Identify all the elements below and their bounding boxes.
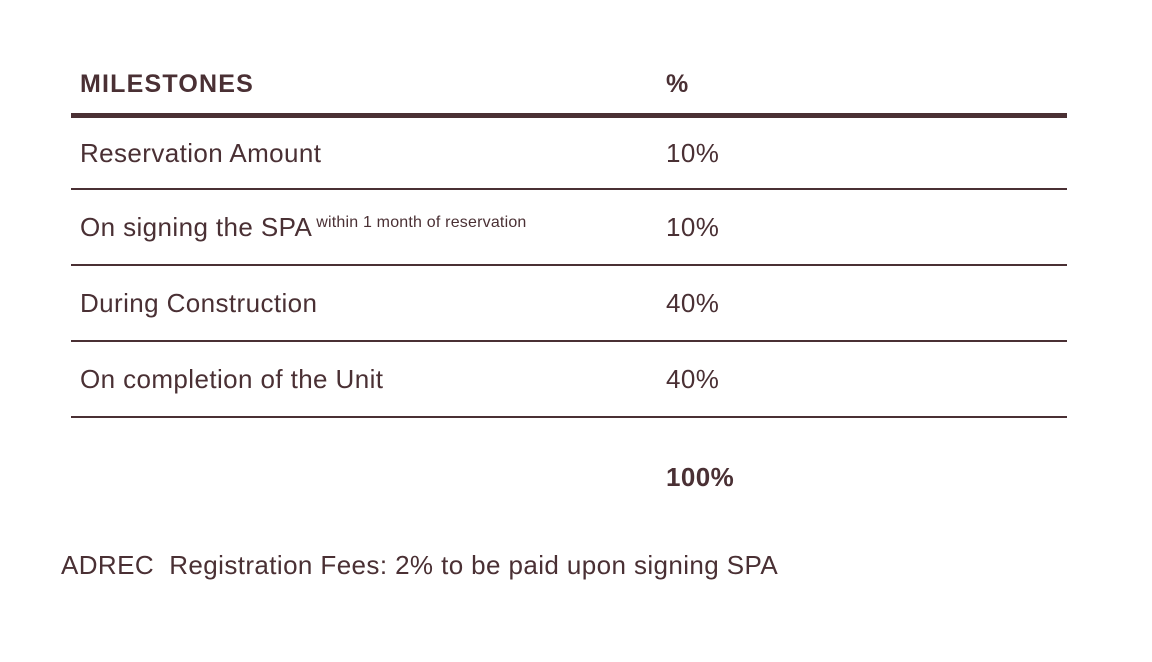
- milestone-label: On completion of the Unit: [80, 363, 384, 394]
- milestone-percent: 40%: [666, 363, 720, 394]
- milestone-note: within 1 month of reservation: [316, 213, 527, 231]
- milestone-label: On signing the SPA: [80, 211, 313, 242]
- milestone-percent: 40%: [666, 287, 720, 318]
- table-row: Reservation Amount 10%: [71, 118, 1067, 190]
- milestone-percent: 10%: [666, 137, 720, 168]
- total-percent: 100%: [666, 462, 735, 492]
- table-header: MILESTONES %: [71, 56, 1067, 118]
- milestone-label-wrapper: On signing the SPA within 1 month of rese…: [80, 212, 527, 243]
- milestones-column-header: MILESTONES: [80, 70, 255, 98]
- table-row: On completion of the Unit 40%: [71, 342, 1067, 418]
- payment-plan-table: MILESTONES % Reservation Amount 10% On s…: [71, 56, 1067, 418]
- milestone-label: Reservation Amount: [80, 137, 322, 168]
- milestone-percent: 10%: [666, 211, 720, 242]
- milestone-label: During Construction: [80, 287, 318, 318]
- table-row: During Construction 40%: [71, 266, 1067, 342]
- percent-column-header: %: [666, 70, 690, 98]
- table-row: On signing the SPA within 1 month of rese…: [71, 190, 1067, 266]
- registration-fees-note: ADREC Registration Fees: 2% to be paid u…: [61, 550, 779, 580]
